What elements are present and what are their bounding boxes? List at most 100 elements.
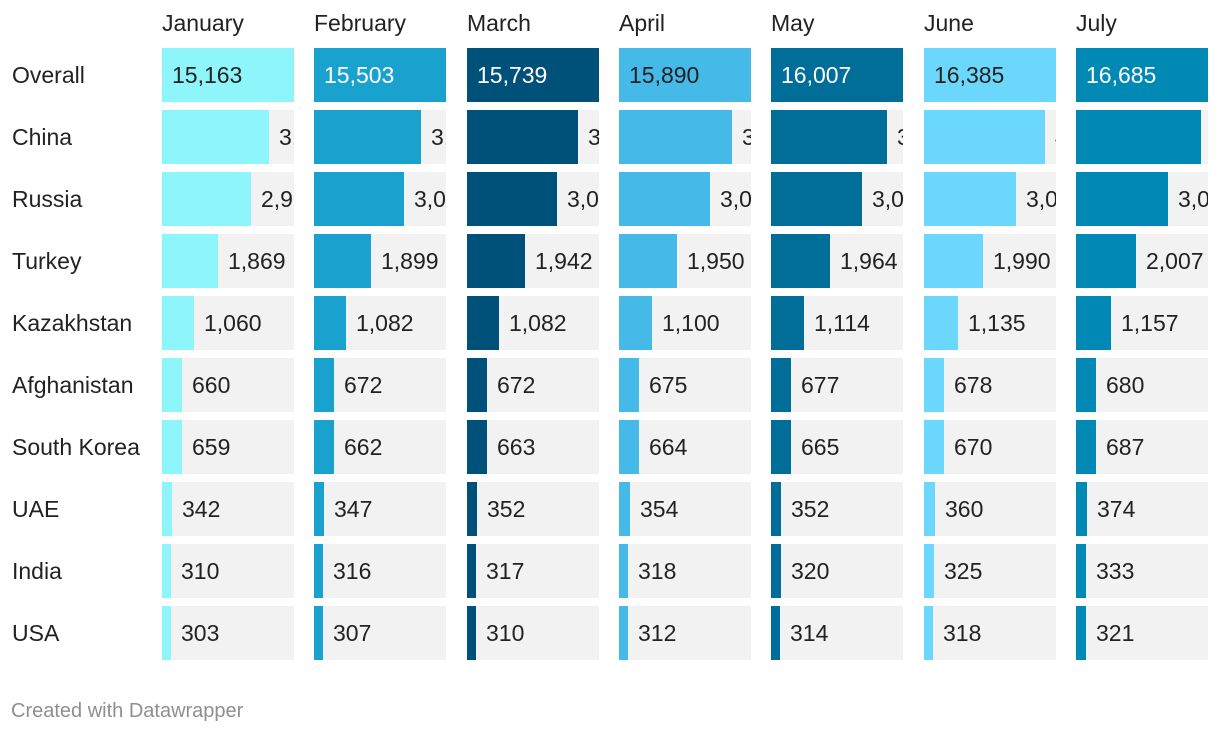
value-bar bbox=[467, 172, 557, 226]
value-bar bbox=[619, 234, 677, 288]
value-bar bbox=[314, 606, 323, 660]
column-header: July bbox=[1076, 10, 1117, 36]
table-cell: 3,098 bbox=[1076, 172, 1208, 226]
value-bar bbox=[467, 110, 578, 164]
value-bar bbox=[467, 482, 477, 536]
value-bar bbox=[1076, 172, 1168, 226]
value-label: 3,576 bbox=[431, 124, 446, 150]
table-cell: 352 bbox=[467, 482, 599, 536]
value-bar bbox=[1076, 296, 1111, 350]
value-label: 307 bbox=[333, 620, 372, 646]
table-cell: 660 bbox=[162, 358, 294, 412]
value-bar bbox=[1076, 234, 1136, 288]
value-label: 316 bbox=[333, 558, 372, 584]
value-bar bbox=[162, 48, 294, 102]
table-cell: 320 bbox=[771, 544, 903, 598]
value-label: 354 bbox=[640, 496, 679, 522]
value-bar bbox=[162, 172, 251, 226]
value-bar bbox=[314, 482, 324, 536]
table-cell: 664 bbox=[619, 420, 751, 474]
table-cell: 307 bbox=[314, 606, 446, 660]
table-cell: 317 bbox=[467, 544, 599, 598]
value-bar bbox=[771, 482, 781, 536]
value-label: 318 bbox=[638, 558, 677, 584]
value-label: 687 bbox=[1106, 434, 1145, 460]
table-cell: 3,602 bbox=[162, 110, 294, 164]
value-label: 665 bbox=[801, 434, 840, 460]
table-cell: 665 bbox=[771, 420, 903, 474]
value-label: 320 bbox=[791, 558, 830, 584]
value-label: 310 bbox=[181, 558, 220, 584]
overall-cell: 15,890 bbox=[619, 48, 751, 102]
table-cell: 677 bbox=[771, 358, 903, 412]
table-cell: 310 bbox=[467, 606, 599, 660]
value-label: 3,711 bbox=[588, 124, 599, 150]
value-bar bbox=[467, 48, 599, 102]
value-label: 16,685 bbox=[1086, 62, 1157, 88]
row-label: Kazakhstan bbox=[12, 310, 133, 336]
table-cell: 672 bbox=[314, 358, 446, 412]
table-cell: 2,973 bbox=[162, 172, 294, 226]
value-label: 2,973 bbox=[261, 186, 294, 212]
value-bar bbox=[314, 296, 346, 350]
value-bar bbox=[771, 606, 780, 660]
value-bar bbox=[467, 606, 476, 660]
table-cell: 1,100 bbox=[619, 296, 751, 350]
value-label: 15,890 bbox=[629, 62, 700, 88]
value-label: 680 bbox=[1106, 372, 1145, 398]
value-label: 360 bbox=[945, 496, 984, 522]
value-bar bbox=[162, 482, 172, 536]
value-label: 352 bbox=[791, 496, 830, 522]
table-cell: 4,192 bbox=[1076, 110, 1208, 164]
value-label: 662 bbox=[344, 434, 383, 460]
column-header: January bbox=[162, 10, 244, 36]
value-bar bbox=[162, 358, 182, 412]
row-label: UAE bbox=[12, 496, 60, 522]
value-bar bbox=[771, 234, 830, 288]
row-label: Turkey bbox=[12, 248, 82, 274]
value-label: 1,100 bbox=[662, 310, 720, 336]
value-label: 1,060 bbox=[204, 310, 262, 336]
row-label: Russia bbox=[12, 186, 83, 212]
table-cell: 1,082 bbox=[467, 296, 599, 350]
value-label: 664 bbox=[649, 434, 688, 460]
value-bar bbox=[1076, 110, 1201, 164]
value-bar bbox=[162, 110, 269, 164]
value-bar bbox=[162, 234, 218, 288]
table-cell: 687 bbox=[1076, 420, 1208, 474]
table-cell: 360 bbox=[924, 482, 1056, 536]
column-header: June bbox=[924, 10, 974, 36]
table-cell: 374 bbox=[1076, 482, 1208, 536]
value-label: 3,040 bbox=[720, 186, 751, 212]
value-label: 342 bbox=[182, 496, 221, 522]
value-bar bbox=[619, 482, 630, 536]
overall-cell: 15,739 bbox=[467, 48, 599, 102]
table-cell: 312 bbox=[619, 606, 751, 660]
value-bar bbox=[924, 234, 983, 288]
value-label: 374 bbox=[1097, 496, 1136, 522]
table-cell: 1,990 bbox=[924, 234, 1056, 288]
value-label: 312 bbox=[638, 620, 677, 646]
table-cell: 333 bbox=[1076, 544, 1208, 598]
table-cell: 354 bbox=[619, 482, 751, 536]
table-cell: 680 bbox=[1076, 358, 1208, 412]
value-bar bbox=[924, 48, 1056, 102]
value-bar bbox=[162, 606, 171, 660]
value-bar bbox=[771, 172, 862, 226]
row-label: South Korea bbox=[12, 434, 140, 460]
table-cell: 3,880 bbox=[771, 110, 903, 164]
value-bar bbox=[771, 420, 791, 474]
table-cell: 1,114 bbox=[771, 296, 903, 350]
overall-cell: 15,503 bbox=[314, 48, 446, 102]
table-cell: 4,050 bbox=[924, 110, 1056, 164]
value-label: 3,098 bbox=[1178, 186, 1208, 212]
value-label: 1,899 bbox=[381, 248, 439, 274]
value-label: 3,880 bbox=[897, 110, 903, 164]
table-cell: 3,051 bbox=[771, 172, 903, 226]
table-cell: 342 bbox=[162, 482, 294, 536]
value-bar bbox=[162, 420, 182, 474]
value-bar bbox=[162, 296, 194, 350]
value-bar bbox=[619, 420, 639, 474]
table-cell: 1,964 bbox=[771, 234, 903, 288]
